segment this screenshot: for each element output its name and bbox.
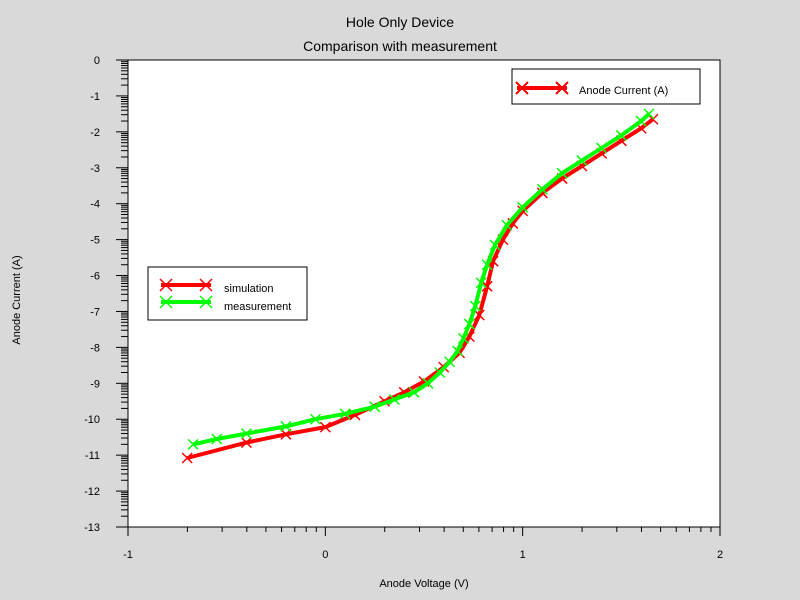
measurement-point (388, 393, 400, 406)
y-tick-label: -6 (90, 271, 100, 283)
y-tick-label: -4 (90, 199, 100, 211)
y-tick-label: -7 (90, 306, 100, 318)
measurement-point (576, 155, 588, 167)
legend-top-swatch-markers (515, 81, 569, 95)
legend-simulation-marker (199, 278, 213, 292)
y-axis-label: Anode Current (A) (11, 255, 23, 344)
series-measurement (187, 108, 655, 450)
measurement-point (463, 318, 475, 330)
legend-series-box (147, 266, 308, 321)
y-axis-tick-labels: 0 -1 -2 -3 -4 -5 -6 -7 -8 -9 -10 -11 -12 -13 (84, 55, 100, 534)
y-tick-label: 0 (94, 55, 100, 67)
x-axis-tick-labels: -1 0 1 2 (123, 549, 723, 561)
legend-top-marker (515, 81, 529, 95)
measurement-point (501, 219, 513, 231)
x-axis-label: Anode Voltage (V) (379, 578, 468, 590)
measurement-point (369, 401, 381, 413)
measurement-point (211, 433, 223, 445)
legend-measurement-marker (199, 295, 213, 309)
legend-top-right: Anode Current (A) (511, 68, 701, 105)
chart-subtitle: Comparison with measurement (303, 38, 497, 54)
legend-top-label: Anode Current (A) (579, 85, 668, 97)
series-layer (181, 108, 659, 464)
legend-simulation-label: simulation (224, 283, 274, 295)
legend-simulation-marker (159, 278, 173, 292)
x-tick-label: 1 (520, 549, 526, 561)
y-tick-label: -3 (90, 163, 100, 175)
measurement-point (452, 345, 464, 357)
measurement-point (536, 183, 548, 195)
measurement-point (309, 413, 321, 425)
x-tick-label: 0 (322, 549, 328, 561)
measurement-point (481, 259, 493, 271)
y-tick-label: -5 (90, 235, 100, 247)
y-tick-label: -2 (90, 127, 100, 139)
simulation-point (319, 421, 331, 433)
measurement-point (339, 408, 351, 420)
legend-simulation-markers (159, 278, 213, 292)
y-tick-label: -13 (84, 522, 100, 534)
y-tick-label: -1 (90, 91, 100, 103)
measurement-point (643, 108, 655, 120)
measurement-point (475, 277, 487, 289)
chart-title: Hole Only Device (346, 14, 454, 30)
measurement-point (280, 420, 292, 432)
measurement-point (556, 167, 568, 179)
simulation-point (536, 187, 548, 199)
measurement-line (192, 112, 651, 447)
y-tick-label: -12 (84, 486, 100, 498)
measurement-point (457, 332, 469, 344)
measurement-point (517, 201, 529, 213)
y-tick-label: -10 (84, 414, 100, 426)
y-tick-label: -11 (85, 450, 100, 462)
simulation-point (240, 437, 252, 449)
measurement-point (187, 438, 199, 450)
measurement-point (240, 428, 252, 440)
measurement-point (408, 386, 420, 398)
simulation-point (481, 280, 493, 292)
measurement-point (469, 300, 481, 312)
y-tick-label: -8 (90, 342, 100, 354)
measurement-point (422, 377, 434, 389)
measurement-point (434, 367, 446, 379)
x-tick-label: 2 (717, 549, 723, 561)
simulation-point (181, 452, 193, 464)
x-tick-label: -1 (123, 549, 133, 561)
simulation-point (473, 309, 485, 321)
y-tick-label: -9 (90, 378, 100, 390)
simulation-point (280, 428, 292, 440)
legend-top-marker (555, 81, 569, 95)
x-axis-ticks (127, 527, 721, 536)
legend-measurement-marker (159, 295, 173, 309)
measurement-point (615, 129, 627, 141)
simulation-point (517, 205, 529, 217)
measurement-point (596, 142, 608, 154)
measurement-point (444, 356, 456, 368)
legend-measurement-label: measurement (224, 301, 291, 313)
measurement-point (489, 239, 501, 251)
y-axis-ticks (116, 59, 128, 528)
legend-measurement-markers (159, 295, 213, 309)
legend-series: simulation measurement (147, 266, 308, 321)
